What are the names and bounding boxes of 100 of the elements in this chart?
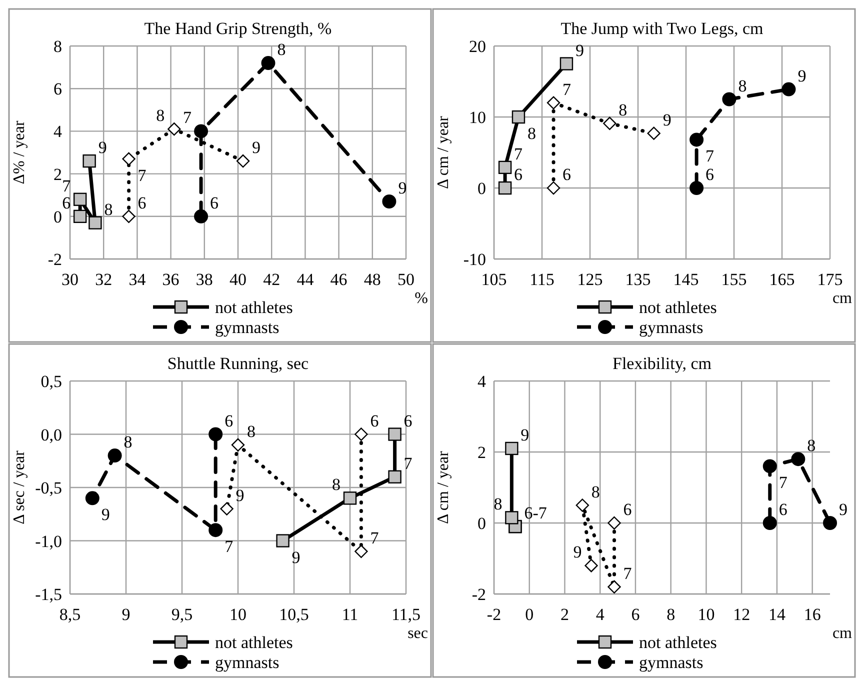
y-tick-label: 8 — [54, 37, 62, 56]
legend-label: gymnasts — [639, 653, 704, 672]
x-tick-label: 40 — [230, 270, 246, 289]
chart-title: Shuttle Running, sec — [167, 354, 310, 373]
y-tick-label: 0,5 — [40, 372, 62, 391]
x-tick-label: 10 — [698, 605, 715, 624]
x-tick-label: 4 — [596, 605, 605, 624]
annotation: 7 — [623, 564, 632, 583]
legend-label: not athletes — [215, 633, 293, 652]
annotation: 9 — [236, 486, 244, 505]
annotation: 9 — [101, 505, 110, 524]
annotation: 6 — [514, 165, 523, 184]
x-tick-label: 14 — [768, 605, 786, 624]
x-axis-title: sec — [408, 625, 428, 642]
y-tick-label: -10 — [463, 250, 486, 269]
annotation: 7 — [514, 144, 524, 164]
legend-label: not athletes — [215, 298, 293, 317]
y-axis-title: Δ cm / year — [435, 115, 452, 189]
annotation: 8 — [738, 76, 747, 96]
x-tick-label: 10,5 — [279, 605, 309, 624]
x-tick-label: 30 — [62, 270, 78, 289]
annotation: 8 — [807, 436, 816, 456]
x-tick-label: 0 — [525, 605, 534, 624]
x-tick-label: 36 — [162, 270, 180, 289]
y-tick-label: -2 — [472, 585, 486, 604]
annotation: 9 — [398, 178, 407, 198]
y-tick-label: 10 — [469, 108, 486, 127]
x-axis-title: cm — [832, 290, 853, 307]
x-tick-label: 155 — [721, 270, 747, 289]
y-tick-label: 2 — [478, 443, 486, 462]
x-tick-label: 32 — [95, 270, 112, 289]
annotation: 6 — [623, 500, 632, 519]
x-tick-label: 6 — [631, 605, 640, 624]
y-axis-title: Δ sec / year — [11, 450, 28, 524]
legend-label: gymnasts — [215, 653, 280, 672]
annotation: 7 — [370, 528, 380, 548]
legend-label: gymnasts — [215, 318, 280, 337]
y-tick-label: -2 — [48, 250, 62, 269]
x-tick-label: 48 — [364, 270, 381, 289]
x-tick-label: 175 — [817, 270, 843, 289]
y-tick-label: 4 — [478, 372, 486, 391]
x-tick-label: 42 — [263, 270, 280, 289]
annotation: 7 — [778, 473, 788, 492]
legend-label: not athletes — [639, 298, 717, 317]
annotation: 9 — [573, 542, 582, 562]
y-tick-label: 4 — [54, 122, 62, 142]
annotation: 8 — [124, 432, 132, 452]
annotation: 8 — [618, 100, 628, 120]
x-tick-label: 8,5 — [59, 605, 81, 624]
annotation: 9 — [520, 425, 530, 444]
y-tick-label: 0 — [478, 514, 486, 533]
annotation: 9 — [252, 138, 261, 158]
annotation: 7 — [138, 166, 147, 185]
annotation: 6 — [778, 500, 788, 519]
annotation: 7 — [706, 146, 715, 166]
x-tick-label: 38 — [196, 270, 213, 289]
x-tick-label: 10 — [230, 605, 246, 624]
x-axis-title: % — [414, 290, 428, 307]
chart-title: Flexibility, cm — [612, 354, 712, 373]
y-tick-label: -1,0 — [35, 532, 62, 551]
y-tick-label: 20 — [469, 37, 486, 56]
annotation: 8 — [247, 422, 256, 441]
y-tick-label: 0 — [478, 179, 486, 198]
annotation: 9 — [798, 66, 806, 86]
y-axis-title: Δ cm / year — [435, 450, 452, 524]
x-tick-label: 135 — [625, 270, 651, 289]
annotation: 8 — [104, 200, 113, 219]
annotation: 7 — [62, 176, 72, 196]
x-tick-label: 2 — [560, 605, 569, 624]
annotation: 7 — [562, 80, 572, 99]
x-tick-label: 125 — [577, 270, 603, 289]
x-tick-label: 46 — [330, 270, 348, 289]
annotation: 9 — [98, 138, 107, 158]
x-tick-label: 9,5 — [171, 605, 193, 624]
annotation: 8 — [591, 482, 600, 502]
annotation: 6 — [224, 411, 234, 430]
x-tick-label: 34 — [128, 270, 146, 289]
annotation: 8 — [277, 40, 286, 60]
x-tick-label: 12 — [733, 605, 750, 624]
y-tick-label: 2 — [54, 164, 62, 184]
annotation: 9 — [839, 500, 848, 519]
annotation: 6 — [210, 193, 219, 212]
x-tick-label: 8 — [666, 605, 676, 624]
chart-title: The Hand Grip Strength, % — [144, 19, 332, 38]
x-tick-label: 145 — [673, 270, 699, 289]
x-tick-label: 165 — [769, 270, 795, 289]
annotation: 9 — [292, 548, 300, 567]
annotation: 7 — [404, 454, 413, 473]
x-axis-title: cm — [832, 625, 853, 642]
annotation: 8 — [494, 494, 502, 514]
annotation: 6 — [706, 165, 714, 184]
annotation: 8 — [527, 124, 536, 143]
annotation: 6 — [370, 411, 379, 430]
legend-label: not athletes — [639, 633, 717, 652]
x-tick-label: 16 — [804, 605, 821, 624]
x-tick-label: 11,5 — [391, 605, 421, 624]
x-tick-label: 50 — [398, 270, 414, 289]
annotation: 9 — [662, 110, 672, 130]
annotation: 8 — [156, 106, 165, 126]
x-tick-label: 115 — [530, 270, 554, 289]
